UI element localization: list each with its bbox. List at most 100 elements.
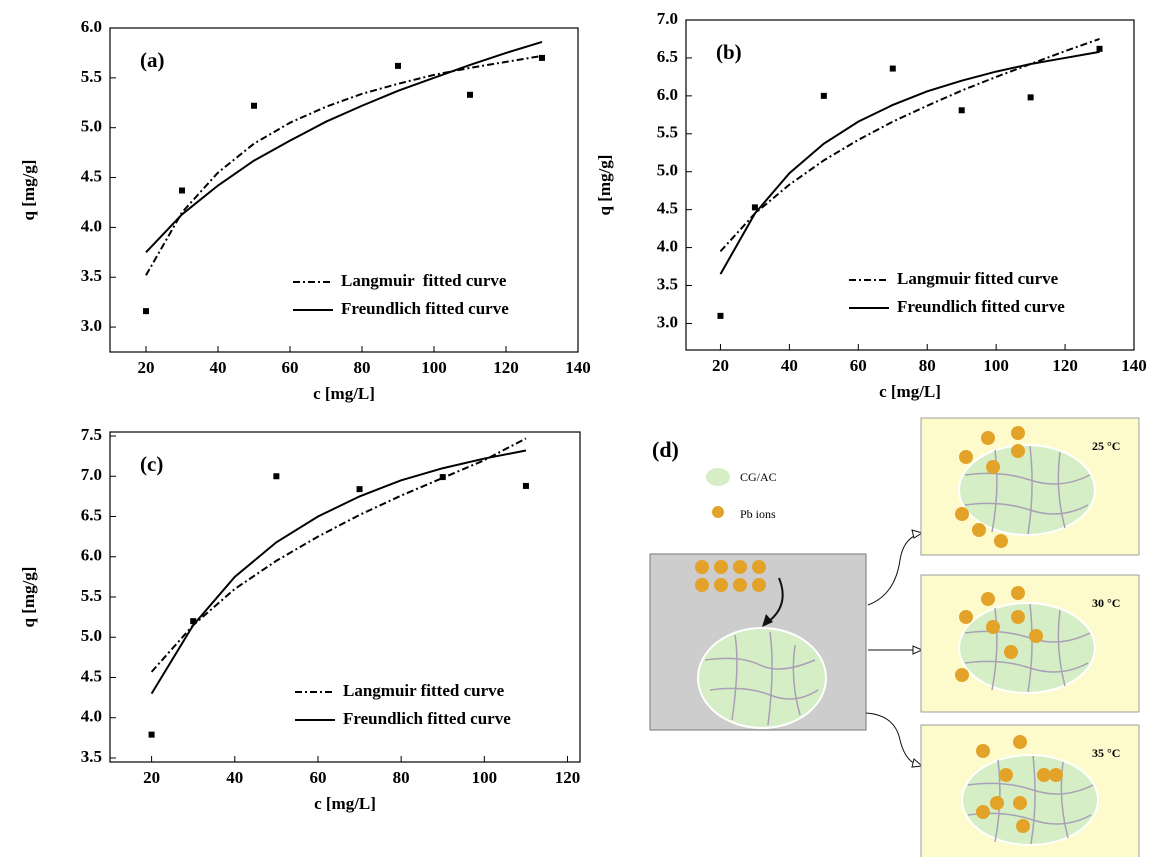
arrowhead <box>912 759 922 767</box>
data-point <box>273 473 279 479</box>
legend-label: Langmuir fitted curve <box>343 681 505 700</box>
y-tick-label: 3.5 <box>81 266 102 285</box>
y-tick-label: 7.5 <box>81 425 102 444</box>
data-point <box>523 483 529 489</box>
figure: (d) CG/AC Pb ions 25 °C <box>0 0 1152 857</box>
x-axis-label: c [mg/L] <box>879 382 941 401</box>
data-point <box>467 92 473 98</box>
y-tick-label: 4.5 <box>657 199 678 218</box>
fit-curve <box>152 438 526 671</box>
x-tick-label: 20 <box>143 768 160 787</box>
temperature-label: 30 °C <box>1092 596 1120 610</box>
data-point <box>821 93 827 99</box>
data-point <box>890 66 896 72</box>
y-axis-label: q [mg/g] <box>19 567 38 628</box>
fit-curve <box>720 39 1099 251</box>
legend-symbol <box>712 506 724 518</box>
panel-label: (a) <box>140 48 165 72</box>
x-tick-label: 20 <box>138 358 155 377</box>
x-tick-label: 60 <box>309 768 326 787</box>
y-tick-label: 5.5 <box>81 586 102 605</box>
x-tick-label: 80 <box>354 358 371 377</box>
y-axis-label: q [mg/g] <box>595 155 614 216</box>
data-point <box>539 55 545 61</box>
y-tick-label: 5.0 <box>81 626 102 645</box>
legend-label: Freundlich fitted curve <box>341 299 509 318</box>
y-tick-label: 6.0 <box>81 546 102 565</box>
legend-label: Freundlich fitted curve <box>897 297 1065 316</box>
arrow <box>868 534 918 605</box>
y-tick-label: 7.0 <box>81 465 102 484</box>
data-point <box>1028 94 1034 100</box>
panel-label: (b) <box>716 40 742 64</box>
arrow <box>866 713 916 764</box>
x-tick-label: 120 <box>493 358 519 377</box>
x-tick-label: 20 <box>712 356 729 375</box>
y-tick-label: 4.0 <box>81 707 102 726</box>
y-tick-label: 3.0 <box>81 316 102 335</box>
diagram-label: (d) <box>652 437 679 462</box>
y-tick-label: 6.5 <box>81 505 102 524</box>
x-axis-label: c [mg/L] <box>314 794 376 813</box>
fit-curve <box>146 56 542 275</box>
y-tick-label: 4.5 <box>81 666 102 685</box>
data-point <box>179 187 185 193</box>
fit-curve <box>146 42 542 252</box>
x-tick-label: 80 <box>919 356 936 375</box>
x-tick-label: 60 <box>850 356 867 375</box>
y-tick-label: 6.5 <box>657 47 678 66</box>
data-point <box>251 103 257 109</box>
x-tick-label: 100 <box>472 768 498 787</box>
legend-symbol <box>706 468 730 486</box>
data-point <box>717 313 723 319</box>
temperature-label: 35 °C <box>1092 746 1120 760</box>
x-tick-label: 60 <box>282 358 299 377</box>
y-tick-label: 5.0 <box>81 117 102 136</box>
x-tick-label: 80 <box>393 768 410 787</box>
y-tick-label: 5.5 <box>81 67 102 86</box>
data-point <box>143 308 149 314</box>
x-tick-label: 120 <box>555 768 581 787</box>
x-tick-label: 100 <box>983 356 1009 375</box>
y-tick-label: 3.5 <box>81 747 102 766</box>
y-tick-label: 6.0 <box>81 17 102 36</box>
x-tick-label: 140 <box>565 358 591 377</box>
y-tick-label: 3.0 <box>657 312 678 331</box>
adsorbent <box>698 628 826 728</box>
y-tick-label: 6.0 <box>657 85 678 104</box>
data-point <box>959 107 965 113</box>
y-tick-label: 5.5 <box>657 123 678 142</box>
x-tick-label: 100 <box>421 358 447 377</box>
arrowhead <box>912 530 922 538</box>
x-tick-label: 140 <box>1121 356 1147 375</box>
data-point <box>357 486 363 492</box>
x-axis-label: c [mg/L] <box>313 384 375 403</box>
diagram: (d) CG/AC Pb ions 25 °C <box>650 418 1139 857</box>
y-tick-label: 3.5 <box>657 274 678 293</box>
data-point <box>1097 46 1103 52</box>
panel-25: 25 °C <box>921 418 1139 555</box>
legend-label: CG/AC <box>740 470 777 484</box>
panel-label: (c) <box>140 452 163 476</box>
y-tick-label: 4.0 <box>81 216 102 235</box>
y-tick-label: 4.5 <box>81 166 102 185</box>
legend-label: Langmuir fitted curve <box>897 269 1059 288</box>
panel-30: 30 °C <box>921 575 1139 712</box>
y-axis-label: q [mg/g] <box>19 160 38 221</box>
legend-label: Pb ions <box>740 507 776 521</box>
fit-curve <box>152 451 526 694</box>
page: (d) CG/AC Pb ions 25 °C <box>0 0 1152 857</box>
y-tick-label: 5.0 <box>657 161 678 180</box>
panel-35: 35 °C <box>921 725 1139 857</box>
legend-label: Langmuir fitted curve <box>341 271 507 290</box>
x-tick-label: 40 <box>210 358 227 377</box>
data-point <box>395 63 401 69</box>
x-tick-label: 120 <box>1052 356 1078 375</box>
x-tick-label: 40 <box>781 356 798 375</box>
data-point <box>149 732 155 738</box>
legend-label: Freundlich fitted curve <box>343 709 511 728</box>
y-tick-label: 4.0 <box>657 236 678 255</box>
x-tick-label: 40 <box>226 768 243 787</box>
y-tick-label: 7.0 <box>657 9 678 28</box>
fit-curve <box>720 52 1099 274</box>
